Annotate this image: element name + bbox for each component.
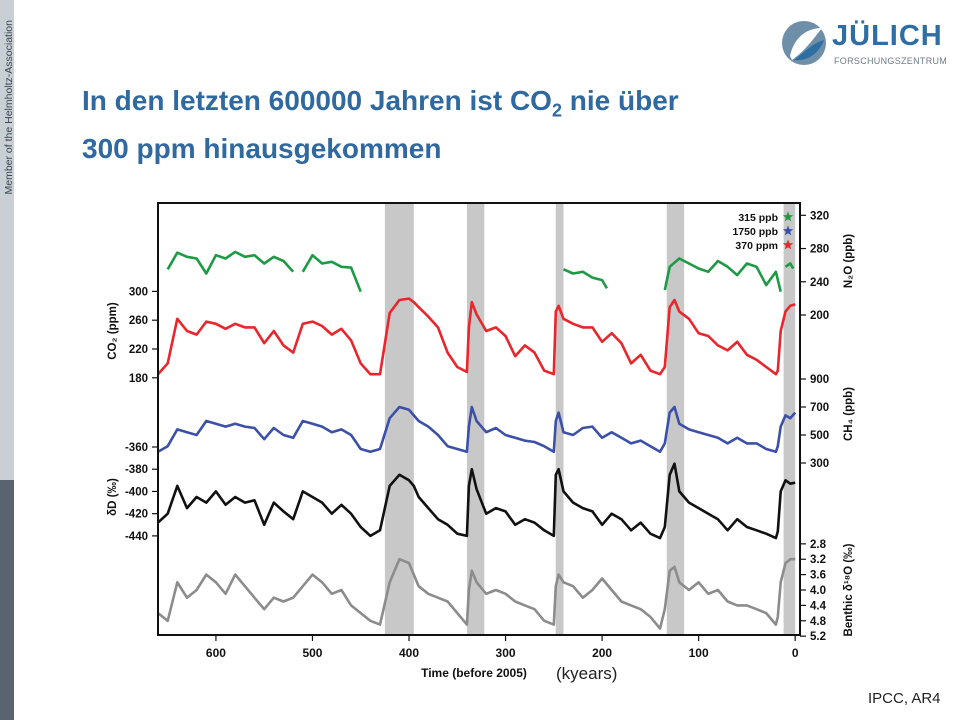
ytick-label-4-0: 2.8 xyxy=(810,539,827,551)
legend-label-1: 1750 ppb xyxy=(732,226,778,238)
legend-star-2 xyxy=(782,239,794,250)
series-line-1 xyxy=(157,297,796,376)
helmholtz-membership-text: Member of the Helmholtz-Association xyxy=(3,20,15,195)
ytick-label-1-3: 180 xyxy=(129,373,148,385)
legend-star-0 xyxy=(782,211,794,222)
ytick-label-0-0: 320 xyxy=(810,210,829,222)
x-axis-title: Time (before 2005) xyxy=(421,666,527,680)
sidebar-upper-stripe xyxy=(0,0,14,480)
xtick-label-4: 200 xyxy=(592,646,612,660)
time-unit-label: (kyears) xyxy=(556,664,618,683)
ytick-label-4-3: 4.0 xyxy=(810,585,826,597)
ytick-label-2-1: 700 xyxy=(810,402,829,414)
ytick-label-1-2: 220 xyxy=(129,344,148,356)
title-line2: 300 ppm hinausgekommen xyxy=(82,132,442,164)
ytick-label-4-5: 4.8 xyxy=(810,616,827,628)
ytick-label-3-0: -360 xyxy=(125,442,148,454)
ytick-label-3-1: -380 xyxy=(125,464,148,476)
ytick-label-0-2: 240 xyxy=(810,277,829,289)
plot-frame xyxy=(157,202,801,636)
ytick-label-1-0: 300 xyxy=(129,286,148,298)
legend-label-2: 370 ppm xyxy=(735,240,778,252)
legend-label-0: 315 ppb xyxy=(738,212,778,224)
ytick-label-4-2: 3.6 xyxy=(810,570,826,582)
xtick-label-6: 0 xyxy=(792,646,799,660)
sidebar-lower-stripe xyxy=(0,480,14,720)
ytick-label-4-1: 3.2 xyxy=(810,554,826,566)
helmholtz-sidebar: Member of the Helmholtz-Association xyxy=(0,0,24,720)
axis-label-0: N₂O (ppb) xyxy=(843,234,855,288)
ytick-label-2-3: 300 xyxy=(810,458,829,470)
xtick-label-1: 500 xyxy=(302,646,322,660)
ytick-label-1-1: 260 xyxy=(129,315,148,327)
series-line-3 xyxy=(157,462,796,540)
axis-label-3: δD (‰) xyxy=(107,478,119,516)
title-line1-post: nie über xyxy=(561,85,679,116)
logo-subtitle: FORSCHUNGSZENTRUM xyxy=(834,56,948,66)
title-subscript: 2 xyxy=(551,100,562,121)
axis-label-1: CO₂ (ppm) xyxy=(107,302,119,360)
axis-label-2: CH₄ (ppb) xyxy=(843,387,855,441)
slide-title: In den letzten 600000 Jahren ist CO2 nie… xyxy=(82,82,842,168)
source-citation: IPCC, AR4 xyxy=(868,690,941,707)
logo-wordmark: JÜLICH xyxy=(832,20,943,52)
xtick-label-0: 600 xyxy=(206,646,226,660)
juelich-logo: JÜLICH FORSCHUNGSZENTRUM xyxy=(780,16,950,72)
series-line-4 xyxy=(157,557,796,630)
legend-star-1 xyxy=(782,225,794,236)
series-line-0 xyxy=(166,250,795,293)
ytick-label-2-2: 500 xyxy=(810,430,829,442)
paleoclimate-chart: 320 280 240 200 N₂O (ppb) 300 260 220 180 CO₂ (pp… xyxy=(100,185,870,695)
ytick-label-0-3: 200 xyxy=(810,310,829,322)
axis-label-4: Benthic δ¹⁸O (‰) xyxy=(843,543,855,636)
xtick-label-5: 100 xyxy=(689,646,709,660)
ytick-label-3-3: -420 xyxy=(125,509,148,521)
chart-svg: 320 280 240 200 N₂O (ppb) 300 260 220 180 CO₂ (pp… xyxy=(107,202,855,680)
ytick-label-3-2: -400 xyxy=(125,486,148,498)
series-line-2 xyxy=(157,405,797,454)
ytick-label-4-4: 4.4 xyxy=(810,600,827,612)
ytick-label-3-4: -440 xyxy=(125,531,148,543)
ytick-label-2-0: 900 xyxy=(810,374,829,386)
title-line1-pre: In den letzten 600000 Jahren ist CO xyxy=(82,85,552,116)
ytick-label-4-6: 5.2 xyxy=(810,631,826,643)
xtick-label-3: 300 xyxy=(496,646,516,660)
ytick-label-0-1: 280 xyxy=(810,244,829,256)
juelich-logo-icon xyxy=(782,21,826,65)
xtick-label-2: 400 xyxy=(399,646,419,660)
